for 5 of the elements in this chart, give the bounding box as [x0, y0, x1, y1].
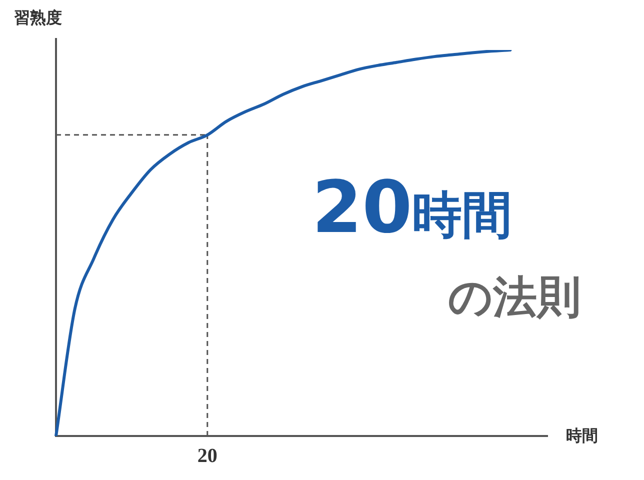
annotation: の法則	[448, 271, 581, 325]
y-axis-title: 習熟度	[14, 8, 62, 29]
text: 20	[197, 445, 218, 467]
annotation: 20時間	[312, 165, 512, 249]
x-axis-title: 時間	[566, 426, 598, 447]
